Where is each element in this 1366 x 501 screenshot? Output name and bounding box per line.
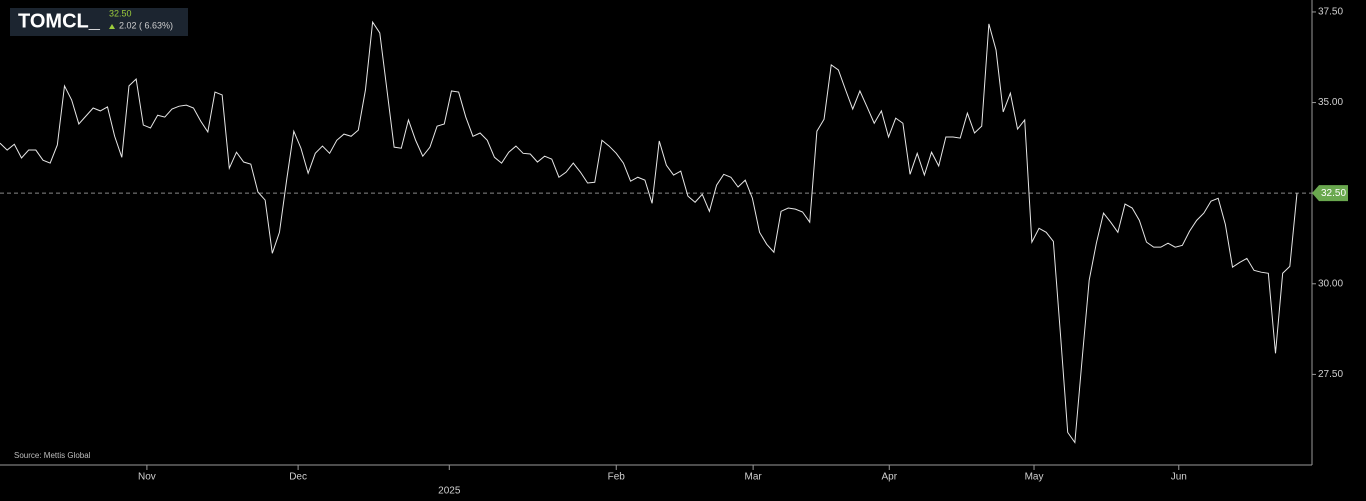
source: Source: Mettis Global [14, 451, 91, 460]
x-tick-label: Jun [1171, 472, 1187, 483]
last-price-label: 32.50 [1321, 188, 1346, 199]
header-box [10, 8, 188, 36]
x-tick-label: May [1025, 472, 1044, 483]
x-tick-label: 2025 [438, 486, 461, 497]
last-price-tag [1312, 185, 1348, 202]
price-line [0, 20, 1298, 444]
y-tick-label: 37.50 [1318, 7, 1343, 18]
x-tick-label: Dec [289, 472, 307, 483]
y-tick-label: 35.00 [1318, 97, 1343, 108]
price: 32.50 [109, 8, 132, 18]
symbol: TOMCL_ [18, 10, 101, 32]
x-tick-label: Apr [881, 472, 897, 483]
change: 2.02 ( 6.63%) [119, 20, 173, 30]
x-tick-label: Nov [138, 472, 156, 483]
up-arrow [109, 24, 115, 29]
plot-area [0, 20, 1312, 444]
y-tick-label: 27.50 [1318, 369, 1343, 380]
x-tick-label: Mar [745, 472, 763, 483]
y-tick-label: 30.00 [1318, 278, 1343, 289]
x-tick-label: Feb [608, 472, 626, 483]
